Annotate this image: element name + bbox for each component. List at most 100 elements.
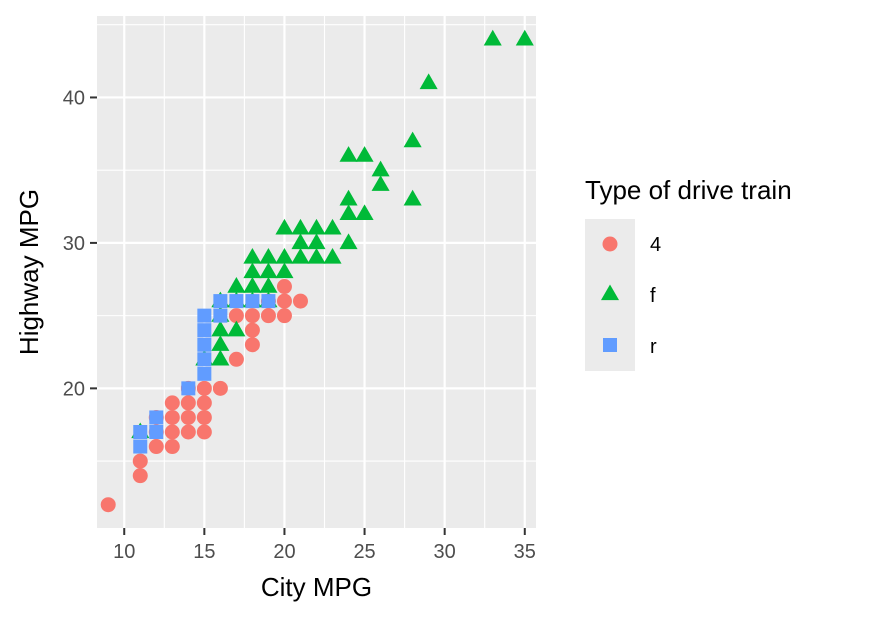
legend-keys <box>600 236 620 352</box>
point-f <box>259 277 278 293</box>
x-tick-label: 25 <box>353 541 375 563</box>
point-f <box>243 247 262 264</box>
point-f <box>403 131 422 148</box>
legend-title: Type of drive train <box>585 175 792 205</box>
point-f <box>227 320 246 337</box>
point-f <box>211 349 230 366</box>
legend: Type of drive train 4 f r <box>585 175 792 371</box>
point-f <box>515 29 534 46</box>
point-r <box>245 294 260 309</box>
point-f <box>307 233 326 250</box>
point-f <box>339 204 358 220</box>
point-r <box>197 323 212 338</box>
point-f <box>275 262 294 279</box>
point-r <box>261 294 276 309</box>
point-f <box>291 218 310 235</box>
point-f <box>355 204 374 220</box>
x-tick-label: 20 <box>273 541 295 563</box>
y-tick-label: 40 <box>63 87 85 109</box>
point-f <box>275 218 294 235</box>
point-f <box>291 247 310 264</box>
point-4 <box>164 424 180 440</box>
point-4 <box>196 380 212 396</box>
point-r <box>229 294 244 309</box>
panel-background <box>97 16 536 528</box>
point-f <box>307 247 326 264</box>
point-4 <box>132 453 148 469</box>
point-4 <box>148 439 164 455</box>
point-f <box>323 218 342 235</box>
y-tick-label: 20 <box>63 378 85 400</box>
point-f <box>307 218 326 235</box>
point-4 <box>196 424 212 440</box>
y-tick-label: 30 <box>63 233 85 255</box>
point-r <box>197 308 212 323</box>
x-tick-label: 35 <box>514 541 536 563</box>
point-4 <box>244 322 260 338</box>
point-4 <box>100 497 116 513</box>
legend-label-f: f <box>650 285 656 307</box>
point-r <box>213 294 228 309</box>
point-f <box>211 320 230 337</box>
point-4 <box>228 351 244 367</box>
point-r <box>197 352 212 367</box>
point-f <box>259 262 278 279</box>
point-4 <box>244 337 260 353</box>
point-f <box>419 73 438 90</box>
point-4 <box>180 409 196 425</box>
point-4 <box>228 308 244 324</box>
x-tick-label: 15 <box>193 541 215 563</box>
point-f <box>323 247 342 264</box>
point-f <box>259 247 278 264</box>
point-4 <box>196 409 212 425</box>
x-tick-label: 30 <box>434 541 456 563</box>
point-r <box>181 381 196 396</box>
point-f <box>211 335 230 351</box>
point-f <box>371 160 390 177</box>
point-4 <box>164 395 180 411</box>
legend-label-4: 4 <box>650 234 661 256</box>
point-f <box>339 146 358 162</box>
point-4 <box>212 380 228 396</box>
point-f <box>339 189 358 206</box>
point-4 <box>196 395 212 411</box>
point-r <box>133 439 148 454</box>
point-r <box>213 308 228 323</box>
point-f <box>371 175 390 191</box>
legend-key-f <box>600 284 620 301</box>
point-4 <box>164 409 180 425</box>
point-f <box>243 277 262 293</box>
point-f <box>403 189 422 206</box>
point-4 <box>244 308 260 324</box>
point-4 <box>260 308 276 324</box>
axes: 10 15 20 25 30 35 20 30 40 <box>63 87 536 563</box>
point-f <box>275 247 294 264</box>
point-r <box>149 425 164 439</box>
point-4 <box>132 468 148 484</box>
point-4 <box>180 424 196 440</box>
point-4 <box>276 279 292 295</box>
point-f <box>291 233 310 250</box>
point-r <box>197 366 212 381</box>
x-tick-label: 10 <box>113 541 135 563</box>
legend-key-4 <box>602 236 618 252</box>
legend-label-r: r <box>650 336 657 358</box>
point-f <box>243 262 262 279</box>
point-4 <box>276 293 292 309</box>
point-4 <box>276 308 292 324</box>
point-f <box>227 277 246 293</box>
point-4 <box>164 439 180 455</box>
data-points <box>100 29 534 513</box>
x-axis-title: City MPG <box>261 572 372 602</box>
point-f <box>339 233 358 250</box>
y-axis-title: Highway MPG <box>14 189 44 355</box>
point-f <box>483 29 502 46</box>
legend-key-r <box>603 338 617 352</box>
point-f <box>355 146 374 162</box>
point-r <box>149 410 164 425</box>
point-r <box>197 337 212 352</box>
point-r <box>133 425 148 439</box>
point-4 <box>292 293 308 309</box>
point-4 <box>180 395 196 411</box>
